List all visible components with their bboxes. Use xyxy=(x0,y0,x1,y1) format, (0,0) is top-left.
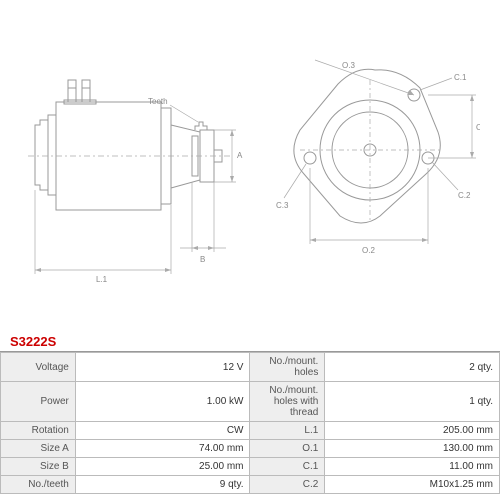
spec-value: 74.00 mm xyxy=(75,440,250,458)
spec-value: 25.00 mm xyxy=(75,458,250,476)
spec-label: Power xyxy=(1,382,76,422)
table-row: No./teeth9 qty.C.2M10x1.25 mm xyxy=(1,476,500,494)
spec-table: Voltage12 VNo./mount. holes2 qty.Power1.… xyxy=(0,352,500,494)
spec-value: 205.00 mm xyxy=(325,422,500,440)
spec-value: 130.00 mm xyxy=(325,440,500,458)
spec-label: No./teeth xyxy=(1,476,76,494)
spec-value: M10x1.25 mm xyxy=(325,476,500,494)
label-teeth: Teeth xyxy=(148,97,168,106)
table-row: Size B25.00 mmC.111.00 mm xyxy=(1,458,500,476)
label-c1: C.1 xyxy=(454,73,467,82)
label-b: B xyxy=(200,255,205,264)
table-row: RotationCWL.1205.00 mm xyxy=(1,422,500,440)
label-l1: L.1 xyxy=(96,275,108,284)
label-o1: O.1 xyxy=(476,123,480,132)
spec-label: C.2 xyxy=(250,476,325,494)
spec-value: 9 qty. xyxy=(75,476,250,494)
label-o2: O.2 xyxy=(362,246,375,255)
diagram-svg: Teeth A B L.1 xyxy=(20,30,480,320)
part-id: S3222S xyxy=(0,330,500,352)
spec-value: 2 qty. xyxy=(325,353,500,382)
spec-label: No./mount. holes xyxy=(250,353,325,382)
spec-label: Size B xyxy=(1,458,76,476)
spec-label: Size A xyxy=(1,440,76,458)
label-o3: O.3 xyxy=(342,61,355,70)
spec-value: 11.00 mm xyxy=(325,458,500,476)
spec-label: O.1 xyxy=(250,440,325,458)
technical-drawing: Teeth A B L.1 xyxy=(0,0,500,330)
spec-value: CW xyxy=(75,422,250,440)
label-c3: C.3 xyxy=(276,201,289,210)
table-row: Power1.00 kWNo./mount. holes with thread… xyxy=(1,382,500,422)
spec-value: 1 qty. xyxy=(325,382,500,422)
spec-label: No./mount. holes with thread xyxy=(250,382,325,422)
spec-label: Voltage xyxy=(1,353,76,382)
label-a: A xyxy=(237,151,243,160)
spec-value: 12 V xyxy=(75,353,250,382)
table-row: Size A74.00 mmO.1130.00 mm xyxy=(1,440,500,458)
spec-label: C.1 xyxy=(250,458,325,476)
label-c2: C.2 xyxy=(458,191,471,200)
spec-label: Rotation xyxy=(1,422,76,440)
spec-value: 1.00 kW xyxy=(75,382,250,422)
spec-label: L.1 xyxy=(250,422,325,440)
table-row: Voltage12 VNo./mount. holes2 qty. xyxy=(1,353,500,382)
